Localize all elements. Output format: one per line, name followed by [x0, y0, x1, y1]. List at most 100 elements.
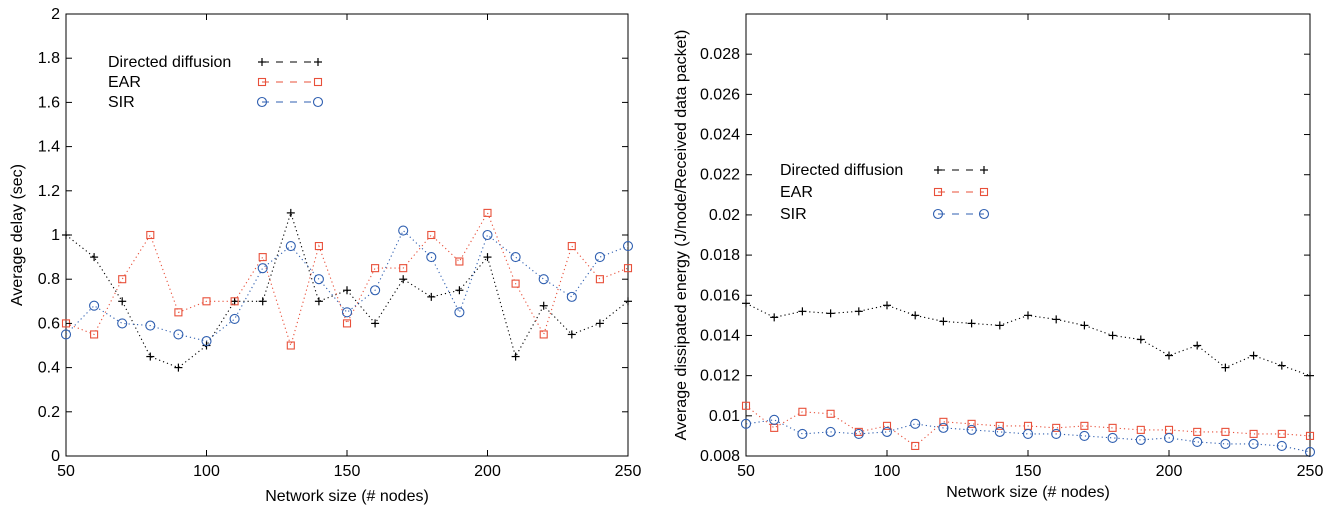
delay-legend: Directed diffusion EAR SIR: [108, 54, 324, 111]
data-point-square: [770, 423, 779, 432]
data-point-square: [258, 253, 267, 262]
data-point-square: [118, 275, 127, 284]
data-point-circle: [398, 225, 409, 236]
data-point-circle: [482, 229, 493, 241]
energy-x-axis-label: Network size (# nodes): [946, 484, 1110, 501]
y-tick-label: 0.014: [700, 327, 740, 344]
energy-y-axis-label: Average dissipated energy (J/node/Receiv…: [673, 30, 690, 441]
data-point-plus: [995, 321, 1004, 330]
data-point-plus: [1165, 351, 1173, 360]
legend-marker-square: [979, 187, 989, 197]
data-point-square: [342, 319, 352, 328]
data-point-square: [511, 279, 520, 288]
y-tick-label: 0.022: [700, 167, 740, 184]
data-point-circle: [454, 307, 465, 318]
data-point-plus: [1249, 351, 1258, 360]
data-point-circle: [994, 426, 1005, 437]
data-point-square: [967, 419, 976, 428]
data-point-circle: [594, 252, 605, 263]
data-point-circle: [881, 426, 893, 437]
data-point-circle: [1135, 434, 1146, 445]
legend-marker-square: [933, 187, 943, 197]
data-point-square: [202, 297, 211, 306]
data-point-square: [854, 427, 863, 436]
y-tick-label: 1.2: [38, 183, 60, 200]
data-point-plus: [286, 208, 295, 217]
data-point-plus: [798, 307, 807, 316]
data-point-circle: [538, 274, 549, 285]
data-point-square: [911, 441, 920, 451]
data-point-square: [798, 407, 807, 416]
data-point-circle: [341, 307, 353, 318]
data-point-square: [1136, 425, 1145, 434]
legend-label: Directed diffusion: [108, 54, 231, 71]
y-tick-label: 0.012: [700, 368, 740, 385]
data-point-plus: [1052, 315, 1061, 324]
data-point-circle: [566, 291, 577, 302]
series-line-circle: [65, 229, 629, 342]
legend-marker-plus: [314, 58, 322, 66]
data-point-plus: [826, 309, 835, 318]
data-point-circle: [257, 263, 268, 274]
x-tick-label: 100: [874, 463, 901, 480]
data-point-square: [1052, 423, 1061, 432]
x-tick-label: 150: [1015, 463, 1042, 480]
data-point-circle: [60, 329, 72, 340]
data-point-plus: [118, 297, 127, 306]
data-point-plus: [770, 313, 779, 322]
y-tick-label: 1: [51, 227, 60, 244]
data-point-plus: [314, 297, 323, 306]
energy-legend: Directed diffusion EAR SIR: [780, 162, 990, 223]
legend-marker-plus: [980, 166, 988, 174]
data-point-square: [995, 421, 1004, 430]
data-point-circle: [173, 329, 184, 340]
data-point-square: [230, 297, 239, 306]
legend-marker-circle: [256, 96, 268, 108]
data-point-circle: [1022, 428, 1034, 439]
data-point-plus: [624, 297, 632, 306]
data-point-circle: [910, 418, 921, 429]
data-point-circle: [797, 428, 808, 439]
delay-x-axis-label: Network size (# nodes): [265, 488, 429, 505]
data-point-plus: [343, 286, 351, 295]
legend-label: Directed diffusion: [780, 162, 903, 179]
data-point-plus: [539, 301, 548, 310]
x-tick-label: 250: [615, 463, 642, 480]
data-point-square: [1108, 423, 1117, 432]
legend-label: EAR: [780, 184, 813, 201]
data-point-circle: [622, 241, 634, 252]
data-point-square: [623, 264, 633, 273]
data-point-plus: [854, 307, 863, 316]
data-point-circle: [426, 252, 437, 263]
data-point-circle: [313, 274, 324, 285]
legend-marker-plus: [258, 58, 266, 66]
data-point-plus: [258, 297, 267, 306]
data-point-plus: [1221, 363, 1230, 372]
data-point-square: [1193, 427, 1202, 436]
legend-label: EAR: [108, 74, 141, 91]
data-point-circle: [510, 252, 521, 263]
data-point-circle: [89, 300, 100, 311]
data-point-plus: [90, 253, 99, 262]
y-tick-label: 1.6: [38, 94, 60, 111]
data-point-plus: [1136, 335, 1145, 344]
data-point-circle: [229, 313, 240, 325]
delay-plot-frame: [65, 13, 629, 457]
data-point-plus: [939, 317, 948, 326]
energy-chart: 50 100 150 200 250 0.008 0.01 0.012 0.014 0.016 0.…: [673, 13, 1324, 501]
data-point-circle: [370, 285, 381, 296]
data-point-circle: [285, 241, 296, 252]
data-point-circle: [853, 428, 864, 439]
x-tick-label: 150: [334, 463, 361, 480]
legend-marker-square: [257, 77, 267, 87]
data-point-square: [371, 264, 380, 273]
data-point-plus: [427, 292, 436, 301]
legend-label: SIR: [108, 94, 135, 111]
data-point-circle: [1079, 430, 1090, 441]
y-tick-label: 0.024: [700, 127, 740, 144]
x-tick-label: 250: [1297, 463, 1324, 480]
legend-marker-circle: [978, 208, 990, 220]
data-point-circle: [825, 426, 836, 437]
x-tick-label: 50: [57, 463, 75, 480]
data-point-plus: [911, 311, 920, 320]
